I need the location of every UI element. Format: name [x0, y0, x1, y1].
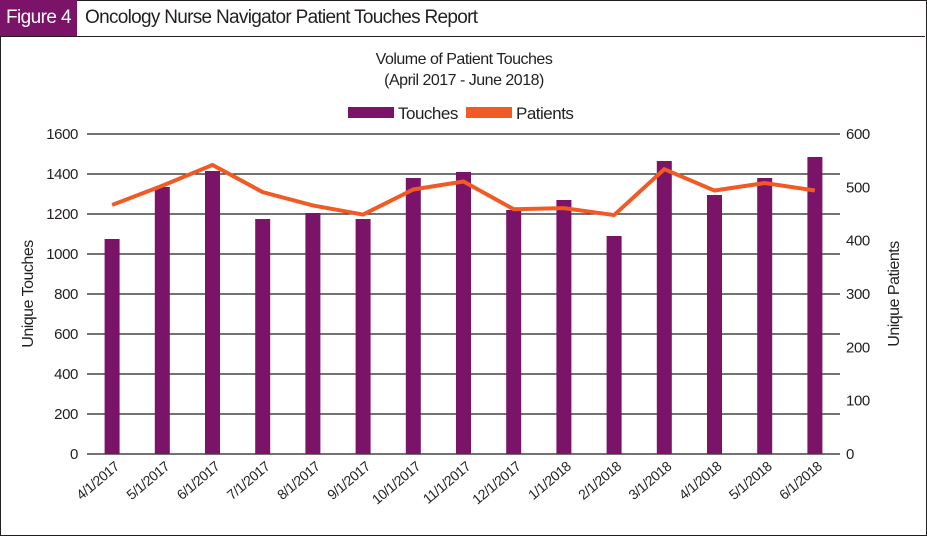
x-tick-label: 2/1/2018 [575, 458, 625, 503]
x-tick-label: 5/1/2018 [726, 458, 776, 503]
x-tick-label: 4/1/2018 [675, 458, 725, 503]
y-tick-label-right: 300 [846, 286, 870, 303]
legend-label-patients: Patients [516, 104, 573, 123]
y-axis-label-right: Unique Patients [886, 241, 903, 347]
touches-bar [456, 172, 471, 454]
y-tick-label-right: 600 [846, 126, 870, 143]
legend-label-touches: Touches [398, 104, 458, 123]
touches-bar [506, 210, 522, 454]
y-ticks-left: 0 200 400 600 800 1000 1200 1400 1600 [46, 126, 78, 463]
patients-line-group [111, 162, 816, 218]
touches-bar [255, 219, 271, 454]
x-tick-label: 12/1/2017 [469, 458, 524, 508]
touches-bar [205, 171, 220, 454]
y-axis-label-left: Unique Touches [20, 240, 37, 348]
x-tick-label: 6/1/2018 [776, 458, 826, 503]
touches-bar [556, 200, 572, 454]
y-tick-label-left: 600 [54, 326, 78, 343]
y-tick-label-left: 200 [54, 406, 78, 423]
x-tick-label: 6/1/2017 [173, 458, 223, 503]
legend-swatch-touches [348, 107, 394, 118]
touches-bar [656, 161, 672, 454]
touches-bar [807, 157, 823, 454]
touches-bar [305, 213, 321, 454]
touches-bar [757, 178, 773, 454]
y-tick-label-left: 1200 [46, 206, 78, 223]
touches-bar [405, 178, 421, 454]
x-tick-label: 10/1/2017 [369, 458, 424, 508]
touches-bar [104, 239, 120, 454]
y-tick-label-right: 500 [846, 179, 870, 196]
y-tick-label-left: 0 [70, 446, 78, 463]
y-tick-label-left: 800 [54, 286, 78, 303]
figure-header: Figure 4 Oncology Nurse Navigator Patien… [0, 0, 925, 37]
x-ticks: 4/1/2017 5/1/2017 6/1/2017 7/1/2017 8/1/2017… [73, 458, 825, 508]
figure-title: Oncology Nurse Navigator Patient Touches… [85, 7, 478, 28]
touches-bars [104, 157, 823, 454]
touches-bar [606, 236, 622, 454]
touches-bar [355, 219, 371, 454]
y-tick-label-left: 1400 [46, 166, 78, 183]
x-tick-label: 9/1/2017 [324, 458, 374, 503]
y-tick-label-left: 1000 [46, 246, 78, 263]
x-tick-label: 5/1/2017 [123, 458, 173, 503]
legend-swatch-patients [466, 107, 512, 118]
y-tick-label-left: 400 [54, 366, 78, 383]
x-tick-label: 1/1/2018 [525, 458, 575, 503]
x-tick-label: 7/1/2017 [224, 458, 274, 503]
x-tick-label: 8/1/2017 [274, 458, 324, 503]
y-tick-label-right: 200 [846, 339, 870, 356]
y-tick-label-right: 400 [846, 233, 870, 250]
y-tick-label-left: 1600 [46, 126, 78, 143]
legend: Touches Patients [348, 104, 574, 123]
chart-title: Volume of Patient Touches [376, 51, 553, 68]
x-tick-label: 4/1/2017 [73, 458, 123, 503]
x-tick-label: 3/1/2018 [625, 458, 675, 503]
touches-bar [154, 187, 170, 454]
touches-bar [707, 195, 722, 454]
y-tick-label-right: 100 [846, 393, 870, 410]
x-tick-label: 11/1/2017 [420, 458, 474, 507]
chart-subtitle: (April 2017 - June 2018) [384, 72, 544, 89]
y-tick-label-right: 0 [846, 446, 854, 463]
figure-label: Figure 4 [0, 0, 77, 36]
y-ticks-right: 0 100 200 300 400 500 600 [846, 126, 870, 463]
